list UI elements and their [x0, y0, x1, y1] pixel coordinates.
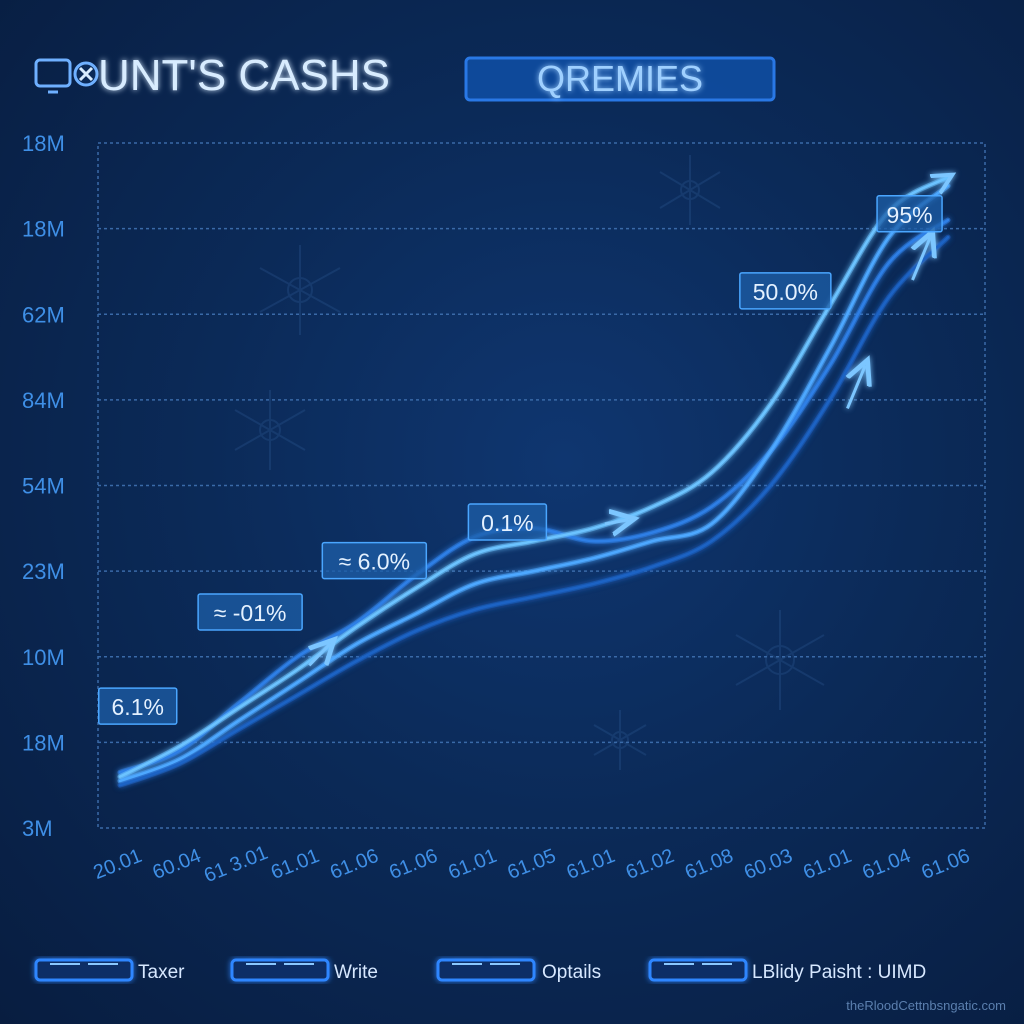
- annotation-text: ≈ -01%: [214, 600, 287, 626]
- trend-arrow: [604, 520, 629, 524]
- annotation-text: 6.1%: [112, 694, 164, 720]
- legend-item-taxer: Taxer: [34, 958, 185, 983]
- y-tick-label: 18M: [22, 131, 65, 156]
- y-tick-label: 54M: [22, 474, 65, 499]
- annotation-label: ≈ 6.0%: [321, 541, 428, 580]
- annotations: 6.1% ≈ -01% ≈ 6.0% 0.1% 50.0% 95%: [97, 195, 943, 725]
- annotation-label: 50.0%: [739, 272, 832, 310]
- y-tick-label: 10M: [22, 645, 65, 670]
- x-tick-label: 61.06: [327, 845, 382, 884]
- grid: [97, 142, 986, 829]
- chart-header: UNT'S CASHS QREMIES: [34, 51, 776, 102]
- x-tick-label: 61 3.01: [201, 842, 271, 887]
- annotation-text: ≈ 6.0%: [339, 549, 410, 575]
- y-tick-label: 18M: [22, 730, 65, 755]
- x-tick-label: 61.06: [918, 845, 973, 884]
- y-tick-label: 3M: [22, 816, 53, 841]
- x-tick-label: 61.01: [445, 845, 500, 884]
- annotation-box: [197, 593, 303, 631]
- trend-arrow: [309, 644, 330, 667]
- legend: Taxer Write Optails LBlidy Paisht : UIMD: [34, 958, 926, 983]
- y-tick-label: 18M: [22, 217, 65, 242]
- title-badge: [464, 56, 776, 102]
- x-tick-label: 60.03: [741, 845, 796, 884]
- legend-label: LBlidy Paisht : UIMD: [752, 962, 926, 983]
- annotation-box: [739, 272, 832, 310]
- annotation-box: [467, 503, 548, 541]
- annotation-box: [876, 195, 943, 233]
- annotation-label: 95%: [876, 195, 943, 233]
- y-axis-ticks: 18M 18M 62M 84M 54M 23M 10M 18M 3M: [22, 131, 65, 841]
- annotation-label: 6.1%: [97, 687, 178, 725]
- x-tick-label: 61.06: [386, 845, 441, 884]
- swatch-box-icon: [436, 958, 536, 982]
- series-line: [118, 177, 948, 778]
- legend-item-optails: Optails: [436, 958, 601, 983]
- title-badge-text: QREMIES: [537, 58, 703, 99]
- y-tick-label: 84M: [22, 388, 65, 413]
- annotation-label: ≈ -01%: [197, 593, 303, 631]
- monitor-icon: [34, 58, 99, 94]
- series-line: [118, 184, 950, 783]
- annotation-text: 0.1%: [481, 510, 533, 536]
- legend-label: Write: [334, 962, 378, 983]
- x-tick-label: 61.01: [800, 845, 855, 884]
- x-tick-label: 61.05: [504, 845, 559, 884]
- x-tick-label: 61.02: [623, 845, 678, 884]
- background-pattern: [234, 155, 825, 770]
- x-tick-label: 60.04: [150, 845, 205, 884]
- x-tick-label: 20.01: [90, 845, 145, 884]
- swatch-box-icon: [34, 958, 134, 982]
- x-tick-label: 61.08: [682, 845, 737, 884]
- trend-arrow: [913, 237, 931, 281]
- legend-item-lblidy: LBlidy Paisht : UIMD: [648, 958, 926, 983]
- annotation-box: [97, 687, 178, 725]
- chart-title: UNT'S CASHS: [98, 51, 390, 100]
- series-lines: [117, 174, 951, 788]
- annotation-box: [321, 541, 428, 580]
- swatch-box-icon: [230, 958, 330, 982]
- series-line-halo: [117, 174, 951, 780]
- series-line: [118, 235, 950, 787]
- x-tick-label: 61.01: [268, 845, 323, 884]
- annotation-text: 50.0%: [753, 279, 818, 305]
- legend-label: Taxer: [138, 962, 185, 983]
- annotation-text: 95%: [887, 202, 933, 228]
- trend-arrow: [847, 366, 865, 410]
- y-tick-label: 62M: [22, 302, 65, 327]
- x-tick-label: 61.04: [859, 845, 914, 884]
- legend-item-write: Write: [230, 958, 378, 983]
- x-tick-label: 61.01: [564, 845, 619, 884]
- credit-text: theRloodCettnbsngatic.com: [846, 998, 1006, 1013]
- y-tick-label: 23M: [22, 559, 65, 584]
- annotation-label: 0.1%: [467, 503, 548, 541]
- legend-label: Optails: [542, 962, 601, 983]
- swatch-box-icon: [648, 958, 748, 982]
